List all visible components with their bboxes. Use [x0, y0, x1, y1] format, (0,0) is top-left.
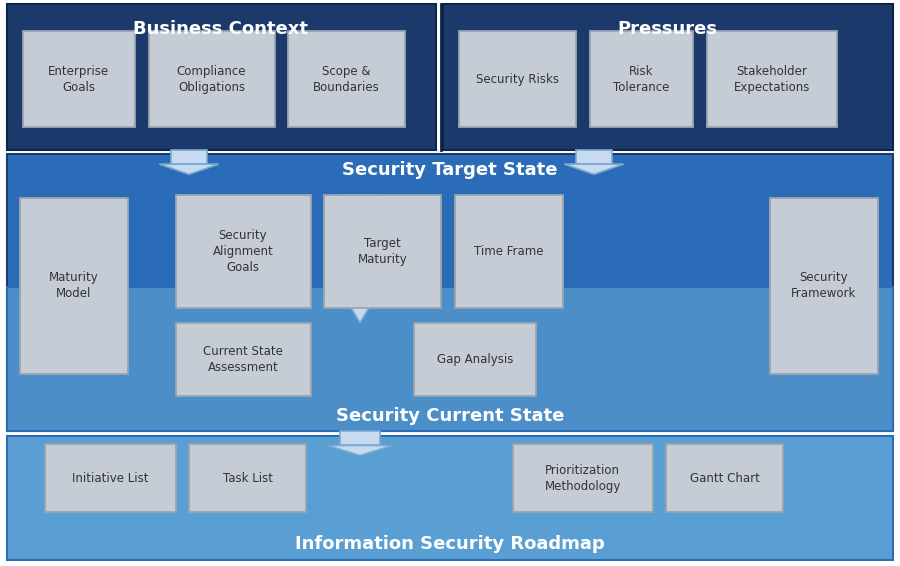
- Text: Information Security Roadmap: Information Security Roadmap: [295, 535, 605, 554]
- FancyBboxPatch shape: [7, 4, 436, 150]
- Text: Time Frame: Time Frame: [473, 246, 544, 258]
- Polygon shape: [564, 164, 624, 174]
- Text: Gap Analysis: Gap Analysis: [436, 353, 513, 366]
- Text: Security
Alignment
Goals: Security Alignment Goals: [212, 229, 274, 275]
- FancyBboxPatch shape: [590, 31, 693, 127]
- Text: Security Current State: Security Current State: [336, 407, 564, 425]
- Text: Target
Maturity: Target Maturity: [357, 237, 408, 267]
- FancyBboxPatch shape: [176, 195, 310, 308]
- FancyBboxPatch shape: [22, 31, 135, 127]
- Text: Enterprise
Goals: Enterprise Goals: [49, 65, 109, 94]
- Text: Initiative List: Initiative List: [72, 472, 148, 484]
- FancyBboxPatch shape: [443, 4, 893, 150]
- FancyBboxPatch shape: [288, 31, 405, 127]
- FancyBboxPatch shape: [189, 444, 306, 512]
- FancyBboxPatch shape: [148, 31, 274, 127]
- FancyBboxPatch shape: [45, 444, 176, 512]
- FancyBboxPatch shape: [7, 287, 893, 431]
- FancyBboxPatch shape: [414, 323, 536, 396]
- FancyBboxPatch shape: [459, 31, 576, 127]
- Polygon shape: [328, 445, 392, 456]
- FancyBboxPatch shape: [770, 198, 878, 374]
- Text: Prioritization
Methodology: Prioritization Methodology: [544, 464, 621, 493]
- Text: Scope &
Boundaries: Scope & Boundaries: [313, 65, 380, 94]
- Text: Security Risks: Security Risks: [476, 73, 559, 85]
- Text: Security
Framework: Security Framework: [791, 271, 856, 301]
- FancyBboxPatch shape: [324, 195, 441, 308]
- FancyBboxPatch shape: [7, 436, 893, 560]
- Text: Business Context: Business Context: [133, 20, 308, 38]
- FancyBboxPatch shape: [20, 198, 128, 374]
- FancyBboxPatch shape: [340, 431, 380, 445]
- FancyBboxPatch shape: [576, 150, 612, 164]
- FancyBboxPatch shape: [171, 150, 207, 164]
- FancyBboxPatch shape: [706, 31, 837, 127]
- Text: Pressures: Pressures: [617, 20, 718, 38]
- Text: Stakeholder
Expectations: Stakeholder Expectations: [734, 65, 810, 94]
- FancyBboxPatch shape: [340, 195, 380, 269]
- FancyBboxPatch shape: [666, 444, 783, 512]
- Polygon shape: [328, 269, 392, 323]
- Polygon shape: [159, 164, 219, 174]
- Text: Gantt Chart: Gantt Chart: [689, 472, 760, 484]
- Text: Security Target State: Security Target State: [342, 161, 558, 179]
- Text: Compliance
Obligations: Compliance Obligations: [176, 65, 247, 94]
- Text: Risk
Tolerance: Risk Tolerance: [613, 65, 670, 94]
- FancyBboxPatch shape: [176, 323, 310, 396]
- Text: Current State
Assessment: Current State Assessment: [203, 345, 283, 374]
- FancyBboxPatch shape: [454, 195, 562, 308]
- FancyBboxPatch shape: [7, 154, 893, 431]
- FancyBboxPatch shape: [513, 444, 652, 512]
- Text: Task List: Task List: [222, 472, 273, 484]
- Text: Maturity
Model: Maturity Model: [49, 271, 99, 301]
